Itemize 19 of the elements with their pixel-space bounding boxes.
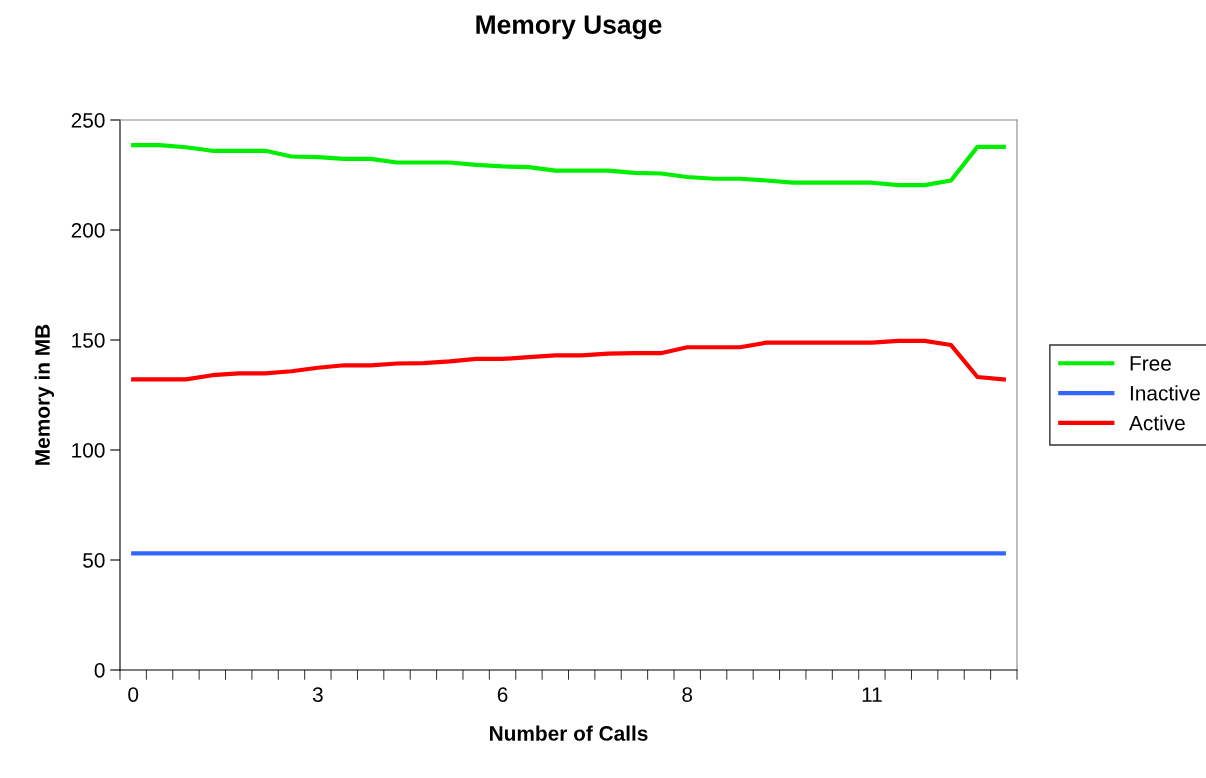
y-tick-label: 0	[94, 663, 105, 678]
y-axis-title: Memory in MB	[34, 324, 54, 465]
chart-title: Memory Usage	[476, 15, 662, 40]
legend-label: Inactive	[1130, 385, 1200, 401]
y-tick-label: 100	[72, 443, 105, 458]
legend-label: Free	[1130, 356, 1171, 371]
x-tick-label: 8	[682, 687, 693, 702]
y-tick-label: 200	[71, 223, 105, 238]
x-tick-label: 11	[862, 687, 882, 702]
y-tick-label: 50	[83, 553, 105, 568]
y-tick-label: 150	[72, 333, 105, 348]
legend-label: Active	[1129, 415, 1185, 431]
y-tick-label: 250	[71, 113, 105, 128]
line-series	[131, 338, 1006, 382]
x-tick-label: 0	[128, 687, 139, 702]
x-axis-title: Number of Calls	[490, 725, 648, 741]
x-tick-label: 3	[312, 687, 323, 702]
x-tick-label: 6	[497, 687, 508, 702]
line-series	[131, 142, 1006, 188]
